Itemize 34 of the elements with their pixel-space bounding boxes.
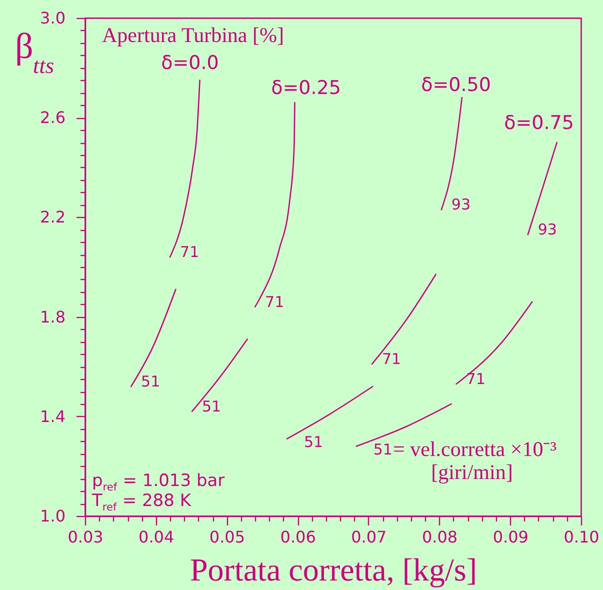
y-tick-label: 1.0 (40, 506, 66, 526)
series-label: 71 (180, 243, 200, 262)
y-tick-label: 2.6 (40, 108, 66, 128)
annotation: δ=0.75 (504, 112, 574, 134)
y-tick-label: 3.0 (40, 8, 66, 28)
x-tick-label: 0.04 (138, 528, 174, 546)
annotation: δ=0.0 (161, 52, 219, 74)
series-label: 51 (373, 440, 392, 458)
y-tick-label: 1.4 (40, 406, 66, 426)
x-tick-label: 0.09 (492, 528, 528, 546)
x-axis-title: Portata corretta, [kg/s] (190, 552, 477, 588)
series-label: 71 (466, 370, 486, 388)
y-tick-label: 2.2 (40, 208, 66, 227)
series-label: 51 (141, 372, 160, 391)
x-tick-label: 0.06 (280, 528, 316, 546)
series-label: 71 (382, 350, 402, 368)
annotation: = vel.corretta ×10⁻³ (393, 437, 557, 461)
x-tick-label: 0.05 (209, 528, 246, 546)
annotation: δ=0.25 (271, 77, 341, 99)
x-tick-label: 0.08 (422, 528, 458, 546)
series-label: 93 (451, 196, 471, 214)
line-series (169, 80, 200, 258)
series-label: 71 (265, 292, 284, 311)
x-tick-label: 0.03 (68, 528, 104, 546)
y-tick-label: 1.8 (40, 307, 66, 326)
annotation: δ=0.50 (421, 74, 491, 96)
x-tick-label: 0.07 (351, 528, 387, 546)
x-tick-label: 0.10 (564, 528, 600, 546)
series-label: 93 (538, 220, 557, 239)
annotation: [giri/min] (431, 460, 513, 484)
series-label: 51 (304, 432, 324, 451)
line-series (254, 102, 296, 308)
annotation: Apertura Turbina [%] (102, 23, 284, 47)
series-label: 51 (202, 397, 222, 416)
